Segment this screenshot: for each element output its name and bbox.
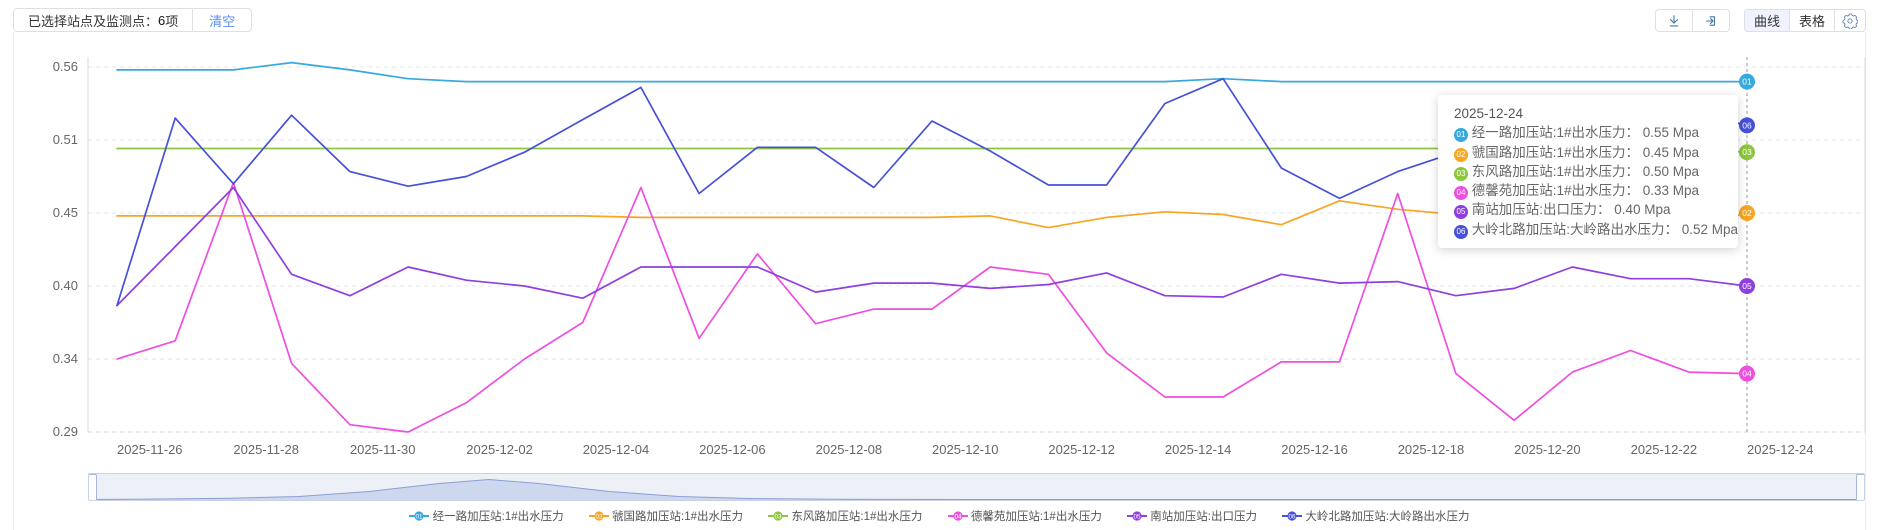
svg-text:03: 03 <box>1742 147 1752 157</box>
svg-text:2025-11-26: 2025-11-26 <box>117 442 183 457</box>
svg-text:04: 04 <box>954 514 962 521</box>
svg-text:2025-12-10: 2025-12-10 <box>932 442 999 457</box>
svg-text:0.56: 0.56 <box>53 59 78 74</box>
svg-text:0.51: 0.51 <box>53 132 78 147</box>
svg-text:2025-12-06: 2025-12-06 <box>699 442 766 457</box>
svg-text:2025-12-18: 2025-12-18 <box>1398 442 1465 457</box>
svg-text:01: 01 <box>1742 77 1752 87</box>
svg-text:2025-12-02: 2025-12-02 <box>466 442 533 457</box>
svg-text:02: 02 <box>1742 208 1752 218</box>
svg-text:01: 01 <box>416 514 424 521</box>
svg-text:06: 06 <box>1742 120 1752 130</box>
svg-text:2025-12-14: 2025-12-14 <box>1165 442 1232 457</box>
svg-text:0.40: 0.40 <box>53 278 78 293</box>
svg-text:0.45: 0.45 <box>53 205 78 220</box>
svg-text:05: 05 <box>1742 281 1752 291</box>
svg-text:05: 05 <box>1134 514 1142 521</box>
svg-text:2025-11-28: 2025-11-28 <box>233 442 299 457</box>
svg-text:2025-12-04: 2025-12-04 <box>583 442 650 457</box>
svg-text:06: 06 <box>1289 514 1297 521</box>
svg-text:2025-12-24: 2025-12-24 <box>1747 442 1814 457</box>
svg-text:0.29: 0.29 <box>53 424 78 439</box>
svg-text:2025-12-20: 2025-12-20 <box>1514 442 1581 457</box>
svg-text:2025-12-22: 2025-12-22 <box>1631 442 1698 457</box>
svg-text:2025-12-08: 2025-12-08 <box>816 442 883 457</box>
svg-text:2025-12-12: 2025-12-12 <box>1048 442 1115 457</box>
svg-text:2025-12-16: 2025-12-16 <box>1281 442 1348 457</box>
svg-text:04: 04 <box>1742 369 1752 379</box>
svg-text:0.34: 0.34 <box>53 351 78 366</box>
svg-text:03: 03 <box>775 514 783 521</box>
svg-text:2025-11-30: 2025-11-30 <box>350 442 416 457</box>
svg-text:02: 02 <box>595 514 603 521</box>
